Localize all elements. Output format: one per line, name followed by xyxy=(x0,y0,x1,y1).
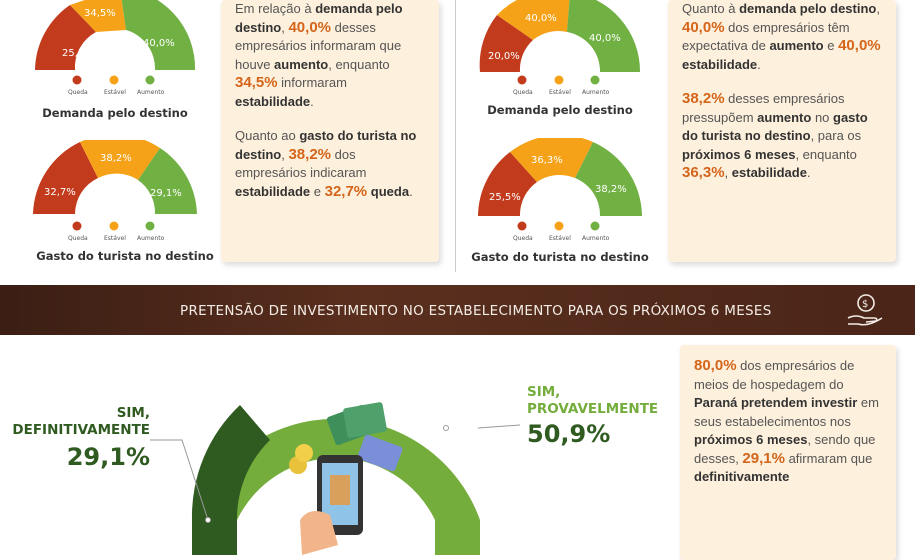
gauge-segment-estavel xyxy=(497,0,570,40)
legend-label-aumento: Aumento xyxy=(582,89,610,96)
gauge-right-demanda: 20,0% 40,0% 40,0% Queda Estável Aumento xyxy=(479,0,641,96)
legend-dot-aumento xyxy=(590,75,600,85)
gauge-right-gasto: 25,5% 36,3% 38,2% Queda Estável Aumento xyxy=(478,138,642,242)
gauge-value-aumento: 40,0% xyxy=(143,38,175,49)
gauge-segment-queda xyxy=(35,5,96,70)
gauge-segment-estavel xyxy=(80,140,160,180)
legend-label-queda: Queda xyxy=(513,89,533,96)
gauge-value-estavel: 40,0% xyxy=(525,13,557,24)
legend-label-queda: Queda xyxy=(68,235,88,242)
gauge-value-queda: 32,7% xyxy=(44,187,76,198)
value-sim-provavelmente: 50,9% xyxy=(527,420,611,448)
section-band xyxy=(0,285,915,335)
legend-dot-estavel xyxy=(109,221,119,231)
money-hand-icon: $ xyxy=(847,294,883,326)
legend-label-queda: Queda xyxy=(513,235,533,242)
gauge-left-gasto: 32,7% 38,2% 29,1% Queda Estável Aumento xyxy=(33,140,197,242)
legend-label-estavel: Estável xyxy=(104,235,126,242)
gauge-segment-estavel xyxy=(70,0,126,32)
gauge-segment-aumento xyxy=(138,148,197,214)
gauge-value-queda: 20,0% xyxy=(488,51,520,62)
gauge-title: Gasto do turista no destino xyxy=(36,249,214,263)
legend-dot-estavel xyxy=(109,75,119,85)
legend-label-estavel: Estável xyxy=(549,235,571,242)
donut-segment-sim-definitivamente-ext xyxy=(192,520,237,555)
legend-label-estavel: Estável xyxy=(104,89,126,96)
legend-dot-queda xyxy=(72,75,82,85)
legend-label-aumento: Aumento xyxy=(137,235,165,242)
gauge-title: Demanda pelo destino xyxy=(42,106,188,120)
phone-money-illustration xyxy=(289,402,403,555)
gauge-title: Demanda pelo destino xyxy=(487,103,633,117)
bottom-info-card: 80,0% dos empresários de meios de hosped… xyxy=(680,345,896,560)
legend-label-estavel: Estável xyxy=(549,89,571,96)
donut-segment-sim-definitivamente xyxy=(191,405,270,520)
gauge-value-aumento: 40,0% xyxy=(589,33,621,44)
legend-dot-aumento xyxy=(590,221,600,231)
gauge-value-estavel: 36,3% xyxy=(531,155,563,166)
gauge-value-estavel: 38,2% xyxy=(100,153,132,164)
section-title: PRETENSÃO DE INVESTIMENTO NO ESTABELECIM… xyxy=(180,303,772,319)
gauge-segment-queda xyxy=(478,152,537,216)
gauge-segment-aumento xyxy=(567,0,641,72)
gauge-left-demanda: 25,5% 34,5% 40,0% Queda Estável Aumento xyxy=(35,0,196,96)
legend-dot-aumento xyxy=(145,75,155,85)
gauge-value-aumento: 29,1% xyxy=(150,188,182,199)
gauge-segment-estavel xyxy=(510,138,593,182)
legend-label-aumento: Aumento xyxy=(137,89,165,96)
legend-dot-queda xyxy=(517,75,527,85)
gauge-value-queda: 25,5% xyxy=(62,48,94,59)
investment-donut xyxy=(191,402,480,555)
legend-dot-queda xyxy=(72,221,82,231)
left-info-card: Em relação à demanda pelo destino, 40,0%… xyxy=(221,0,439,262)
gauge-segment-queda xyxy=(479,15,533,72)
center-divider xyxy=(455,0,456,272)
legend-dot-aumento xyxy=(145,221,155,231)
gauge-segment-aumento xyxy=(121,0,196,70)
value-sim-definitivamente: 29,1% xyxy=(66,443,150,471)
label-sim-definitivamente: SIM, DEFINITIVAMENTE xyxy=(12,405,150,438)
legend-label-queda: Queda xyxy=(68,89,88,96)
legend-dot-estavel xyxy=(554,221,564,231)
gauge-segment-aumento xyxy=(575,142,642,216)
gauge-value-queda: 25,5% xyxy=(489,192,521,203)
label-sim-provavelmente: SIM, PROVAVELMENTE xyxy=(527,384,659,417)
gauge-title: Gasto do turista no destino xyxy=(471,250,649,264)
gauge-value-estavel: 34,5% xyxy=(84,8,116,19)
svg-text:$: $ xyxy=(862,299,868,310)
gauge-value-aumento: 38,2% xyxy=(595,184,627,195)
legend-label-aumento: Aumento xyxy=(582,235,610,242)
gauge-segment-queda xyxy=(33,142,98,214)
legend-dot-queda xyxy=(517,221,527,231)
right-info-card: Quanto à demanda pelo destino, 40,0% dos… xyxy=(668,0,896,262)
legend-dot-estavel xyxy=(554,75,564,85)
